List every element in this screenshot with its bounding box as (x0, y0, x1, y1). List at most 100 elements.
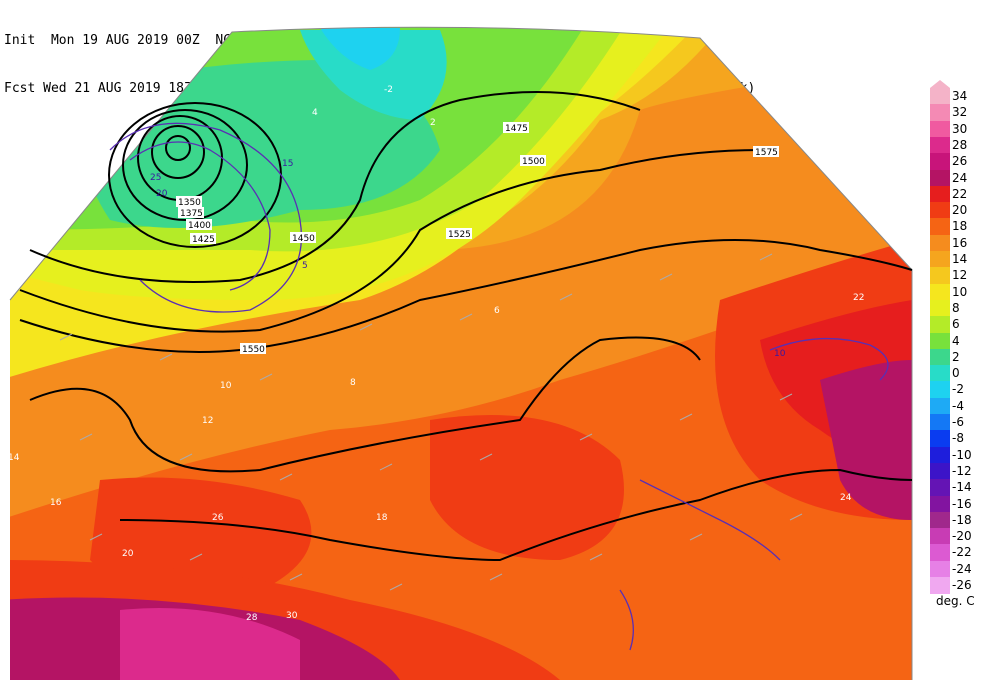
legend-label: 6 (952, 317, 960, 332)
legend-swatch (930, 544, 950, 562)
legend-swatch (930, 283, 950, 301)
height-label-1450: 1450 (292, 234, 315, 244)
legend-swatch (930, 267, 950, 285)
legend-unit: deg. C (936, 594, 975, 608)
temp-label-10: 10 (220, 381, 232, 391)
legend-swatch (930, 348, 950, 366)
forecast-map: 1350 1375 1400 1425 1450 1475 1500 1525 … (8, 26, 913, 680)
legend-swatch (930, 88, 950, 105)
legend-swatch (930, 136, 950, 154)
legend-label: -26 (952, 578, 972, 592)
legend-swatch (930, 316, 950, 333)
height-label-1425: 1425 (192, 235, 215, 245)
temperature-legend: 34 32 30 28 26 24 22 20 18 16 14 12 10 8 6 4 2 0 -2 -4 -6 -8-… (930, 80, 1000, 680)
wind-label-layer: 5 10 15 20 25 (150, 159, 786, 359)
legend-label: 22 (952, 186, 968, 201)
temp-label-12: 12 (202, 416, 213, 426)
legend-label: -20 (952, 529, 972, 544)
legend-swatch (930, 511, 950, 529)
legend-label: 32 (952, 105, 968, 120)
legend-swatch (930, 397, 950, 415)
temp-label-4: 4 (312, 108, 318, 118)
legend-swatch (930, 251, 950, 268)
wind-barbs (59, 253, 803, 591)
height-label-1375: 1375 (180, 209, 203, 219)
temp-label-neg2: -2 (384, 85, 393, 95)
legend-swatch (930, 202, 950, 219)
temp-label-2: 2 (430, 118, 436, 128)
legend-swatch (930, 153, 950, 170)
legend-swatch (930, 414, 950, 431)
height-label-1575: 1575 (755, 148, 778, 158)
wind-label-25: 25 (150, 173, 161, 183)
legend-swatch (930, 528, 950, 545)
legend-label: 16 (952, 235, 968, 250)
legend-label: -24 (952, 561, 972, 576)
legend-label: 20 (952, 203, 968, 218)
legend-label: -8 (952, 431, 964, 446)
temp-label-24: 24 (840, 493, 852, 503)
temp-label-14: 14 (8, 453, 20, 463)
legend-label: -12 (952, 463, 972, 478)
legend-label: 4 (952, 333, 960, 348)
legend-label: -2 (952, 382, 964, 397)
wind-label-5: 5 (302, 261, 308, 271)
height-label-1550: 1550 (242, 345, 265, 355)
legend-label: 14 (952, 252, 968, 266)
legend-label: -6 (952, 415, 964, 429)
wind-label-15: 15 (282, 159, 293, 169)
legend-label: -10 (952, 447, 972, 462)
temp-label-18: 18 (376, 513, 388, 523)
legend-swatch (930, 332, 950, 350)
height-label-1525: 1525 (448, 230, 471, 240)
legend-swatch (930, 120, 950, 138)
legend-label: 34 (952, 89, 968, 103)
legend-swatch (930, 234, 950, 252)
legend-label: -14 (952, 480, 972, 495)
temp-label-16: 16 (50, 498, 62, 508)
legend-swatch (930, 104, 950, 122)
temp-label-30: 30 (286, 611, 298, 621)
legend-label: 30 (952, 121, 968, 136)
legend-label: -18 (952, 512, 972, 527)
legend-swatch (930, 560, 950, 578)
legend-swatch (930, 430, 950, 448)
height-label-layer: 1350 1375 1400 1425 1450 1475 1500 1525 … (176, 122, 779, 355)
legend-label: -16 (952, 496, 972, 511)
legend-swatch (930, 462, 950, 480)
map-boundary (9, 26, 913, 680)
legend-swatch (930, 446, 950, 464)
temp-label-22: 22 (853, 293, 864, 303)
legend-label: 28 (952, 137, 968, 152)
height-label-1400: 1400 (188, 221, 211, 231)
legend-label: -22 (952, 545, 972, 560)
legend-swatch (930, 577, 950, 594)
legend-top-arrow-icon (930, 80, 950, 88)
legend-swatch (930, 365, 950, 382)
height-label-1350: 1350 (178, 198, 201, 208)
legend-label: 12 (952, 268, 968, 283)
temp-label-28: 28 (246, 613, 258, 623)
legend-label: 8 (952, 300, 960, 315)
wind-label-20: 20 (156, 189, 168, 199)
legend-swatch (930, 169, 950, 187)
temperature-label-layer: -2 2 4 6 8 10 12 14 16 18 20 22 24 26 28… (8, 85, 864, 623)
legend-label: 24 (952, 170, 968, 185)
legend-label: 10 (952, 284, 968, 299)
temp-label-20: 20 (122, 549, 134, 559)
legend-label: 0 (952, 366, 960, 381)
height-label-1475: 1475 (505, 124, 528, 134)
temp-label-6: 6 (494, 306, 500, 316)
legend-swatch (930, 218, 950, 236)
legend-label: 2 (952, 349, 960, 364)
legend-swatch (930, 479, 950, 496)
legend-swatch (930, 495, 950, 513)
legend-swatch (930, 185, 950, 203)
height-label-1500: 1500 (522, 157, 545, 167)
legend-swatch (930, 299, 950, 317)
legend-label: 18 (952, 219, 968, 234)
temp-label-8: 8 (350, 378, 356, 388)
wind-label-10: 10 (774, 349, 786, 359)
temp-label-26: 26 (212, 513, 224, 523)
legend-label: 26 (952, 154, 968, 169)
